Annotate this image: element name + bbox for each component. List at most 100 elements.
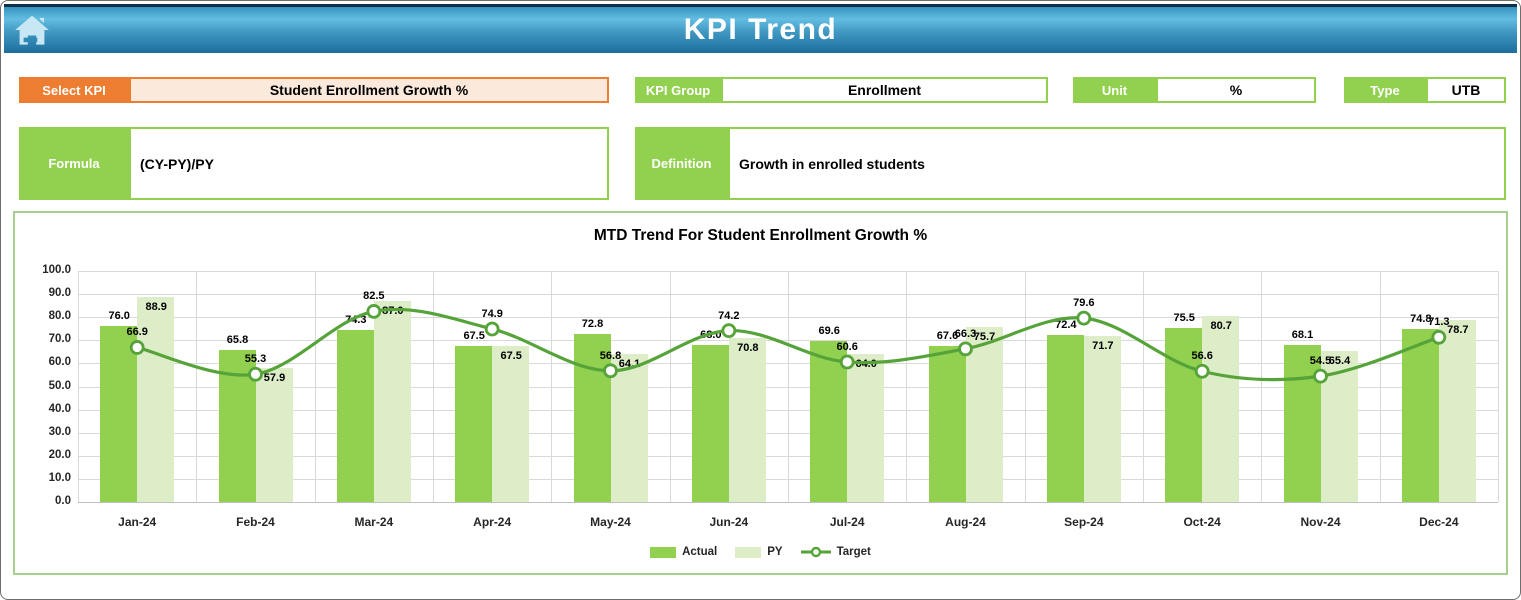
target-data-label: 66.3 xyxy=(954,327,977,340)
x-axis-tick-label: Mar-24 xyxy=(354,515,394,529)
x-axis-tick-label: Feb-24 xyxy=(236,515,275,529)
py-bar xyxy=(965,327,1003,502)
legend-label: Actual xyxy=(682,546,718,558)
gridline-vertical xyxy=(1025,271,1026,502)
actual-data-label: 74.8 xyxy=(1410,313,1432,326)
x-axis-tick-label: Sep-24 xyxy=(1064,515,1104,529)
actual-bar xyxy=(336,330,374,502)
actual-data-label: 67.6 xyxy=(936,329,959,342)
actual-bar xyxy=(928,345,966,502)
legend-item-target: Target xyxy=(800,546,871,558)
gridline-vertical xyxy=(78,271,79,502)
py-data-label: 75.7 xyxy=(973,331,996,344)
target-data-label: 82.5 xyxy=(363,290,385,303)
py-data-label: 80.7 xyxy=(1210,319,1232,332)
formula-value: (CY-PY)/PY xyxy=(129,127,609,200)
target-data-label: 74.9 xyxy=(481,307,503,320)
gridline-vertical xyxy=(906,271,907,502)
py-bar xyxy=(1438,320,1476,502)
chart-plot-area: 76.0 88.9 65.8 57.9 74.3 87.0 67.5 67.5 72.8 64.1… xyxy=(78,271,1499,503)
select-kpi-dropdown[interactable]: Student Enrollment Growth % xyxy=(129,77,609,103)
gridline-vertical xyxy=(1143,271,1144,502)
gridline-vertical xyxy=(433,271,434,502)
gridline-vertical xyxy=(551,271,552,502)
py-bar xyxy=(847,354,885,502)
kpi-trend-chart: MTD Trend For Student Enrollment Growth … xyxy=(13,211,1508,575)
gridline-vertical xyxy=(196,271,197,502)
actual-data-label: 67.5 xyxy=(463,330,485,343)
y-axis-tick-label: 10.0 xyxy=(48,471,71,484)
target-data-label: 56.8 xyxy=(599,349,622,362)
target-marker xyxy=(484,321,500,337)
actual-bar xyxy=(1165,327,1203,502)
y-axis-tick-label: 90.0 xyxy=(48,287,71,300)
x-axis-tick-label: Aug-24 xyxy=(945,515,986,529)
home-button[interactable] xyxy=(11,10,53,52)
target-data-label: 74.2 xyxy=(718,309,740,322)
target-data-label: 71.3 xyxy=(1428,316,1450,329)
gridline-vertical xyxy=(1498,271,1499,502)
actual-bar xyxy=(455,346,493,502)
kpi-group-label: KPI Group xyxy=(635,77,721,103)
x-axis-tick-label: Nov-24 xyxy=(1300,515,1341,529)
py-data-label: 67.5 xyxy=(500,350,522,363)
py-bar xyxy=(728,338,766,502)
py-bar xyxy=(137,296,175,502)
page-title: KPI Trend xyxy=(683,13,838,46)
actual-bar xyxy=(1401,329,1439,502)
chart-legend: Actual PY Target xyxy=(15,546,1506,558)
y-axis-tick-label: 60.0 xyxy=(48,356,71,369)
py-bar xyxy=(1202,315,1240,502)
target-marker xyxy=(958,341,973,357)
home-icon xyxy=(15,15,49,45)
actual-data-label: 74.3 xyxy=(345,314,367,327)
legend-line-marker xyxy=(800,546,831,558)
actual-bar xyxy=(1283,344,1321,502)
x-axis-tick-label: Jun-24 xyxy=(709,515,749,529)
legend-swatch xyxy=(650,546,677,558)
legend-label: Target xyxy=(836,546,871,558)
legend-swatch xyxy=(735,546,762,558)
x-axis-tick-label: Jul-24 xyxy=(829,515,865,529)
y-axis-tick-label: 20.0 xyxy=(48,448,71,461)
target-data-label: 66.9 xyxy=(126,326,148,339)
actual-data-label: 69.6 xyxy=(818,325,840,338)
x-axis-tick-label: May-24 xyxy=(590,515,631,529)
gridline-vertical xyxy=(788,271,789,502)
legend-item-py: PY xyxy=(735,546,783,558)
target-marker xyxy=(366,304,382,319)
type-label: Type xyxy=(1344,77,1426,103)
actual-bar xyxy=(100,326,138,502)
target-marker xyxy=(1194,363,1210,379)
legend-label: PY xyxy=(767,546,783,558)
actual-bar xyxy=(1046,334,1084,502)
chart-title: MTD Trend For Student Enrollment Growth … xyxy=(593,227,928,244)
target-marker xyxy=(248,366,263,382)
actual-data-label: 68.1 xyxy=(1291,328,1314,341)
target-line xyxy=(136,307,1440,382)
definition-value: Growth in enrolled students xyxy=(728,127,1506,200)
py-bar xyxy=(1083,336,1121,502)
actual-data-label: 75.5 xyxy=(1173,311,1195,324)
gridline-vertical xyxy=(670,271,671,502)
x-axis-tick-label: Oct-24 xyxy=(1183,515,1221,529)
py-data-label: 65.4 xyxy=(1328,354,1351,367)
formula-label: Formula xyxy=(19,127,129,200)
target-data-label: 54.5 xyxy=(1309,355,1332,368)
y-axis-tick-label: 70.0 xyxy=(48,333,71,346)
x-axis-tick-label: Jan-24 xyxy=(118,515,157,529)
target-data-label: 79.6 xyxy=(1073,297,1095,310)
gridline-vertical xyxy=(1380,271,1381,502)
kpi-group-value: Enrollment xyxy=(721,77,1048,103)
y-axis-tick-label: 100.0 xyxy=(42,264,71,276)
actual-bar xyxy=(573,333,611,502)
x-axis-line xyxy=(78,502,1498,503)
x-axis-tick-label: Apr-24 xyxy=(473,515,512,529)
gridline-vertical xyxy=(315,271,316,502)
py-data-label: 71.7 xyxy=(1092,340,1114,353)
target-marker xyxy=(1431,329,1447,345)
actual-data-label: 76.0 xyxy=(108,310,130,323)
py-data-label: 57.9 xyxy=(263,372,286,385)
target-data-label: 56.6 xyxy=(1191,350,1213,363)
